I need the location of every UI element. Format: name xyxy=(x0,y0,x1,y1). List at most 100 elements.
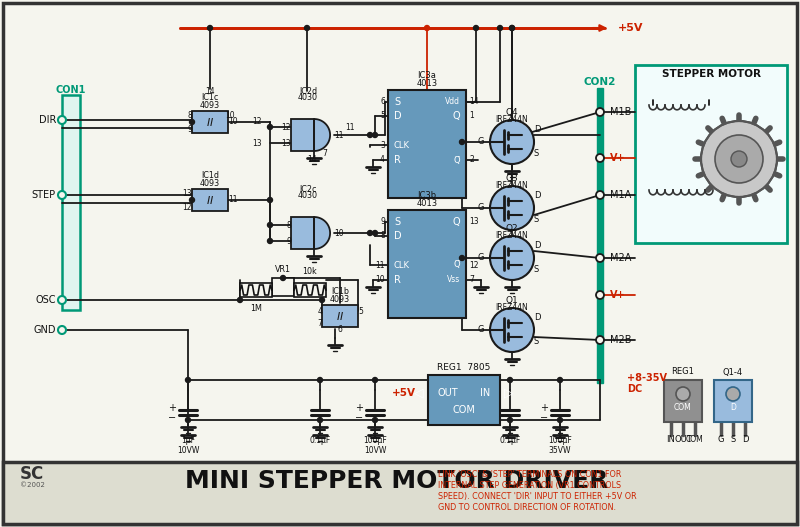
Text: 0.1μF: 0.1μF xyxy=(499,436,521,445)
Text: 5: 5 xyxy=(358,307,363,316)
Text: DC: DC xyxy=(627,384,642,394)
Text: DIR: DIR xyxy=(38,115,56,125)
Circle shape xyxy=(238,298,242,302)
Text: IC2c: IC2c xyxy=(299,184,317,193)
Text: 11: 11 xyxy=(334,131,343,140)
Bar xyxy=(388,210,466,318)
Text: 4: 4 xyxy=(317,307,322,316)
Circle shape xyxy=(596,154,604,162)
Circle shape xyxy=(459,140,465,144)
Text: M2B: M2B xyxy=(610,335,631,345)
Text: IC1b: IC1b xyxy=(331,288,349,297)
Text: Q: Q xyxy=(452,111,460,121)
Text: +8-35V: +8-35V xyxy=(627,373,667,383)
Bar xyxy=(635,65,787,243)
Circle shape xyxy=(558,377,562,383)
Circle shape xyxy=(186,377,190,383)
Circle shape xyxy=(58,296,66,304)
Text: 14: 14 xyxy=(307,154,317,163)
Text: OSC: OSC xyxy=(35,295,56,305)
Text: Q4: Q4 xyxy=(506,108,518,116)
Text: OUT: OUT xyxy=(674,435,692,444)
Text: 8: 8 xyxy=(187,111,192,120)
Text: COM: COM xyxy=(674,404,692,413)
Text: CON2: CON2 xyxy=(584,77,616,87)
Circle shape xyxy=(58,191,66,199)
Text: VR1: VR1 xyxy=(275,266,291,275)
Text: 11: 11 xyxy=(346,123,354,132)
Text: IN: IN xyxy=(666,435,675,444)
Text: CON1: CON1 xyxy=(56,85,86,95)
Circle shape xyxy=(281,276,286,280)
Circle shape xyxy=(731,151,747,167)
Text: GND TO CONTROL DIRECTION OF ROTATION.: GND TO CONTROL DIRECTION OF ROTATION. xyxy=(438,503,616,512)
Text: S: S xyxy=(534,266,539,275)
Circle shape xyxy=(715,135,763,183)
Text: 10: 10 xyxy=(228,118,238,126)
Text: Q2: Q2 xyxy=(506,223,518,232)
Bar xyxy=(664,380,702,422)
Text: M1A: M1A xyxy=(610,190,631,200)
Circle shape xyxy=(190,198,194,202)
Circle shape xyxy=(498,25,502,31)
Text: −: − xyxy=(540,413,548,423)
Text: +5V: +5V xyxy=(392,388,416,398)
Text: $\it{II}$: $\it{II}$ xyxy=(336,310,344,322)
Text: G: G xyxy=(478,253,484,262)
Text: D: D xyxy=(534,314,541,323)
Circle shape xyxy=(459,256,465,260)
Circle shape xyxy=(701,121,777,197)
Text: IRFZ44N: IRFZ44N xyxy=(496,231,528,240)
Text: 7: 7 xyxy=(469,276,474,285)
Text: R: R xyxy=(394,155,401,165)
Circle shape xyxy=(474,25,478,31)
Circle shape xyxy=(596,191,604,199)
Circle shape xyxy=(318,377,322,383)
Circle shape xyxy=(305,25,310,31)
Text: 12: 12 xyxy=(469,260,478,269)
Text: 6: 6 xyxy=(380,97,385,106)
Text: COM: COM xyxy=(453,405,475,415)
Circle shape xyxy=(510,25,514,31)
Text: Q1-4: Q1-4 xyxy=(723,367,743,376)
Text: S: S xyxy=(534,337,539,346)
Text: 6: 6 xyxy=(338,325,342,334)
Circle shape xyxy=(490,120,534,164)
Text: 1μF
10VW: 1μF 10VW xyxy=(177,436,199,455)
Bar xyxy=(291,119,314,151)
Text: LINK 'OSC' & 'STEP' TERMINALS ON CON1 FOR: LINK 'OSC' & 'STEP' TERMINALS ON CON1 FO… xyxy=(438,470,622,479)
Circle shape xyxy=(373,132,378,138)
Text: +: + xyxy=(540,403,548,413)
Text: 100μF
10VW: 100μF 10VW xyxy=(363,436,387,455)
Text: ▷: ▷ xyxy=(504,386,514,399)
Text: S: S xyxy=(394,217,400,227)
Text: 4093: 4093 xyxy=(200,179,220,188)
Text: V+: V+ xyxy=(610,153,626,163)
Circle shape xyxy=(507,417,513,423)
Bar xyxy=(62,95,80,310)
Text: CLK: CLK xyxy=(394,141,410,150)
Text: S: S xyxy=(534,216,539,225)
Text: 10: 10 xyxy=(375,276,385,285)
Text: GND: GND xyxy=(34,325,56,335)
Text: 13: 13 xyxy=(182,189,192,198)
Text: D: D xyxy=(534,125,541,134)
Text: D: D xyxy=(534,241,541,250)
Circle shape xyxy=(425,25,430,31)
Bar xyxy=(428,375,500,425)
Text: IC3b: IC3b xyxy=(418,191,437,200)
Text: $\it{II}$: $\it{II}$ xyxy=(206,116,214,128)
Text: 11: 11 xyxy=(228,196,238,204)
Text: M2A: M2A xyxy=(610,253,631,263)
Text: 11: 11 xyxy=(375,260,385,269)
Text: INTERNAL STEP GENERATION (VR1 CONTROLS: INTERNAL STEP GENERATION (VR1 CONTROLS xyxy=(438,481,621,490)
Text: +: + xyxy=(168,403,176,413)
Circle shape xyxy=(58,326,66,334)
Text: 1M: 1M xyxy=(250,304,262,313)
Circle shape xyxy=(186,417,190,423)
Text: IRFZ44N: IRFZ44N xyxy=(496,304,528,313)
Bar xyxy=(3,462,797,524)
Text: G: G xyxy=(478,326,484,335)
Text: 9: 9 xyxy=(187,124,192,133)
Text: STEPPER MOTOR: STEPPER MOTOR xyxy=(662,69,761,79)
